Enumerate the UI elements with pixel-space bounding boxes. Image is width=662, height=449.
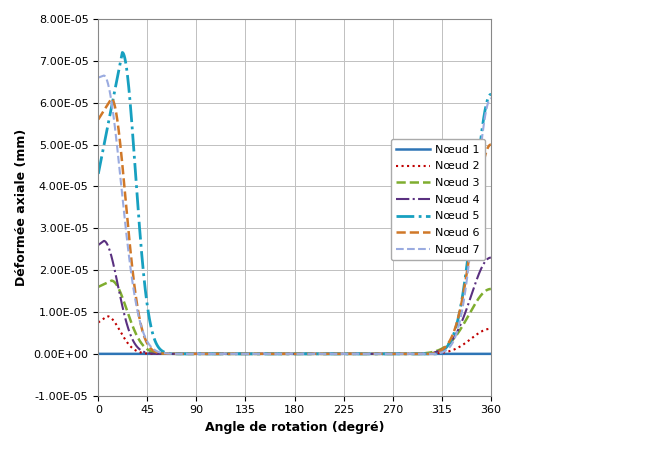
Nœud 7 (184, 351, 192, 357)
Nœud 6 (381, 351, 389, 357)
Nœud 1 (465, 351, 473, 357)
Line: Nœud 5: Nœud 5 (98, 53, 491, 354)
Nœud 1 (280, 351, 288, 357)
Nœud 5 (118, 50, 126, 55)
Nœud 5 (487, 92, 495, 97)
Nœud 5 (471, 194, 479, 200)
Nœud 3 (487, 286, 495, 292)
Nœud 7 (94, 75, 102, 80)
Nœud 6 (280, 351, 288, 357)
Nœud 3 (280, 351, 288, 357)
Nœud 1 (381, 351, 389, 357)
Nœud 4 (280, 351, 288, 357)
Nœud 2 (471, 334, 479, 339)
Nœud 1 (393, 351, 401, 357)
Nœud 7 (393, 351, 401, 357)
Nœud 2 (280, 351, 288, 357)
Nœud 7 (465, 255, 473, 260)
Nœud 3 (381, 351, 389, 357)
Nœud 2 (94, 320, 102, 325)
Nœud 2 (465, 337, 473, 343)
Nœud 4 (228, 351, 236, 357)
Nœud 6 (393, 351, 401, 357)
Nœud 3 (393, 351, 401, 357)
Nœud 1 (228, 351, 236, 357)
Line: Nœud 4: Nœud 4 (98, 241, 491, 354)
Nœud 2 (103, 313, 111, 319)
Nœud 6 (487, 142, 495, 147)
Nœud 6 (107, 96, 115, 101)
Nœud 5 (181, 351, 189, 357)
Line: Nœud 2: Nœud 2 (98, 316, 491, 354)
Nœud 7 (100, 73, 108, 78)
Nœud 6 (471, 217, 479, 222)
Nœud 2 (381, 351, 389, 357)
Nœud 7 (471, 208, 479, 213)
Nœud 5 (381, 351, 389, 357)
Nœud 5 (228, 351, 236, 357)
Nœud 5 (393, 351, 401, 357)
Nœud 6 (228, 351, 236, 357)
Nœud 1 (94, 351, 102, 357)
Nœud 2 (228, 351, 236, 357)
Nœud 5 (465, 240, 473, 245)
Nœud 2 (487, 326, 495, 331)
Nœud 3 (94, 284, 102, 290)
Nœud 4 (465, 298, 473, 303)
Nœud 6 (465, 251, 473, 257)
Nœud 4 (381, 351, 389, 357)
Line: Nœud 7: Nœud 7 (98, 75, 491, 354)
Nœud 3 (465, 311, 473, 316)
Nœud 2 (181, 351, 189, 357)
Nœud 2 (393, 351, 401, 357)
Nœud 4 (187, 351, 195, 357)
Nœud 6 (184, 351, 192, 357)
Nœud 4 (471, 283, 479, 289)
X-axis label: Angle de rotation (degré): Angle de rotation (degré) (205, 421, 385, 434)
Nœud 5 (94, 171, 102, 176)
Line: Nœud 3: Nœud 3 (98, 281, 491, 354)
Nœud 1 (471, 351, 479, 357)
Line: Nœud 6: Nœud 6 (98, 98, 491, 354)
Nœud 4 (487, 255, 495, 260)
Nœud 3 (107, 278, 115, 283)
Nœud 7 (228, 351, 236, 357)
Nœud 4 (100, 238, 108, 243)
Nœud 3 (228, 351, 236, 357)
Nœud 4 (94, 242, 102, 248)
Nœud 7 (487, 96, 495, 101)
Nœud 7 (381, 351, 389, 357)
Nœud 7 (280, 351, 288, 357)
Nœud 5 (280, 351, 288, 357)
Nœud 3 (187, 351, 195, 357)
Nœud 3 (471, 302, 479, 308)
Y-axis label: Déformée axiale (mm): Déformée axiale (mm) (15, 129, 28, 286)
Nœud 6 (94, 117, 102, 122)
Legend: Nœud 1, Nœud 2, Nœud 3, Nœud 4, Nœud 5, Nœud 6, Nœud 7: Nœud 1, Nœud 2, Nœud 3, Nœud 4, Nœud 5, … (391, 139, 485, 260)
Nœud 1 (487, 351, 495, 357)
Nœud 4 (393, 351, 401, 357)
